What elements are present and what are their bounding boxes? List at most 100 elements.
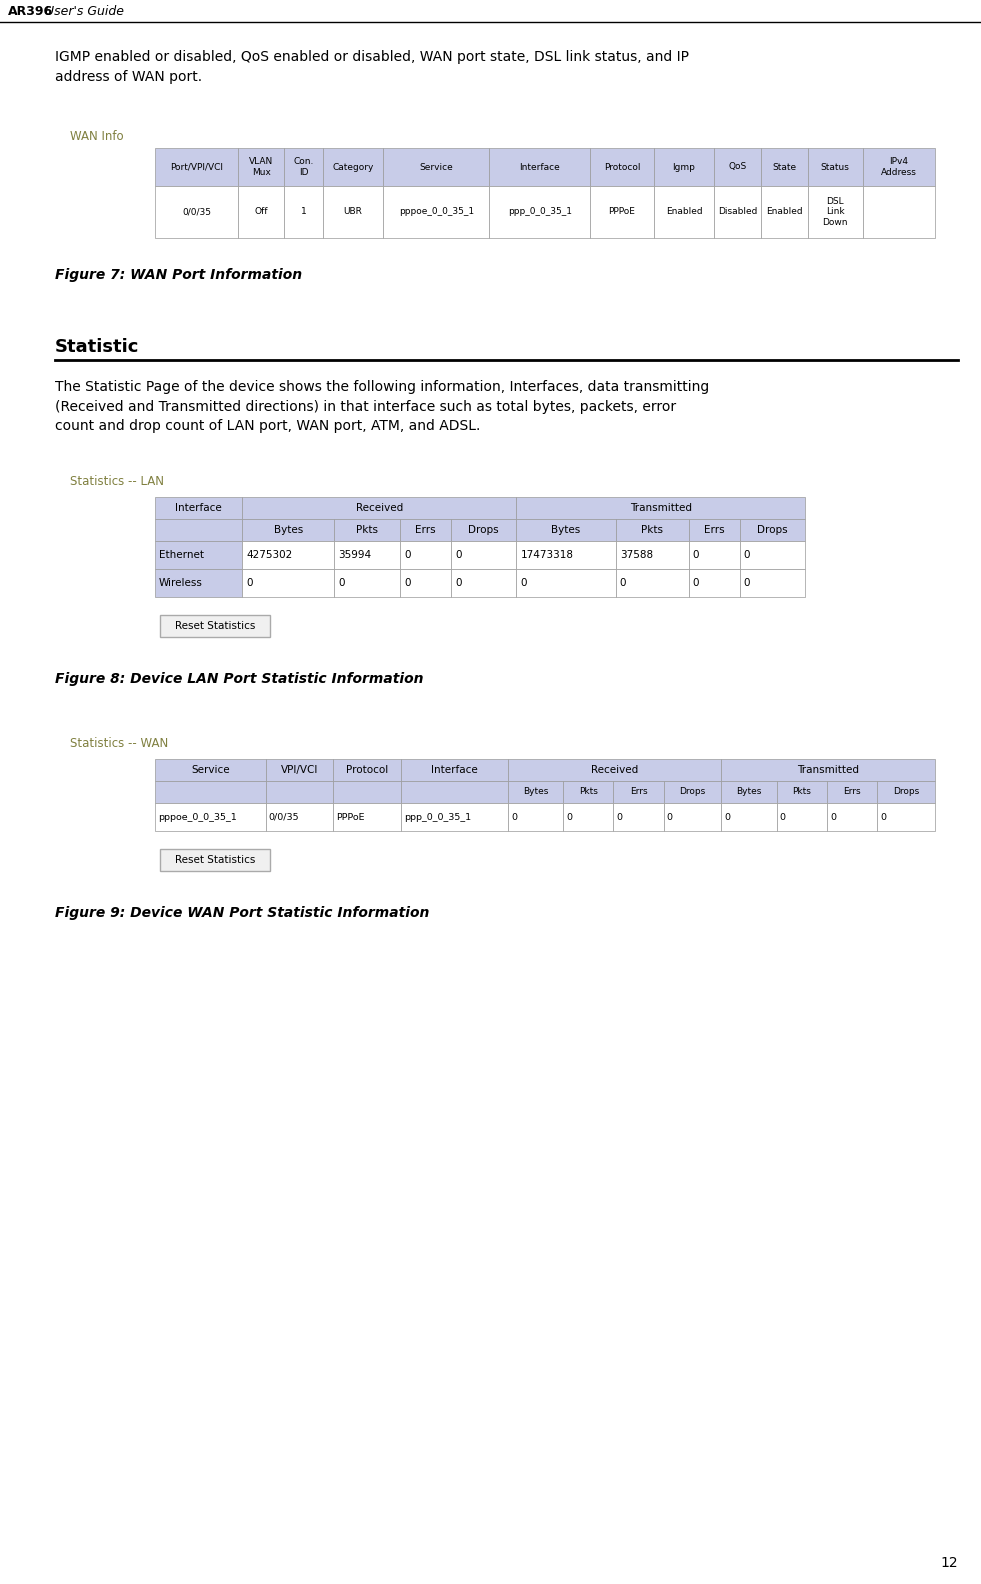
Text: User's Guide: User's Guide	[41, 5, 124, 17]
Bar	[155, 759, 266, 781]
Text: 0: 0	[667, 813, 673, 822]
Bar	[400, 520, 451, 542]
Text: Service: Service	[191, 765, 230, 775]
Bar	[155, 781, 266, 803]
Bar	[490, 147, 591, 185]
Text: Errs: Errs	[844, 787, 861, 797]
Text: 37588: 37588	[620, 550, 653, 561]
Bar	[237, 185, 284, 238]
Bar	[516, 520, 616, 542]
Text: Enabled: Enabled	[666, 208, 702, 217]
Bar	[863, 147, 935, 185]
Bar	[508, 803, 563, 832]
Bar	[334, 781, 401, 803]
Bar	[266, 803, 334, 832]
Bar	[335, 542, 400, 569]
Text: Drops: Drops	[757, 524, 788, 535]
Text: 12: 12	[941, 1555, 958, 1570]
Text: 0: 0	[520, 578, 527, 588]
Text: Service: Service	[419, 163, 453, 171]
Text: Igmp: Igmp	[673, 163, 696, 171]
Bar	[335, 520, 400, 542]
Text: pppoe_0_0_35_1: pppoe_0_0_35_1	[158, 813, 236, 822]
Bar	[242, 569, 335, 597]
Text: WAN Info: WAN Info	[70, 130, 124, 143]
Bar	[490, 185, 591, 238]
Bar	[237, 147, 284, 185]
Bar	[334, 803, 401, 832]
Bar	[384, 147, 490, 185]
Text: Received: Received	[356, 504, 403, 513]
Bar	[613, 781, 664, 803]
Text: 0: 0	[566, 813, 572, 822]
Bar	[155, 147, 237, 185]
Bar	[451, 542, 516, 569]
Text: Pkts: Pkts	[356, 524, 379, 535]
Text: PPPoE: PPPoE	[608, 208, 636, 217]
Text: 0: 0	[616, 813, 623, 822]
Bar	[591, 185, 653, 238]
Text: 0: 0	[693, 578, 699, 588]
Text: Off: Off	[254, 208, 268, 217]
Text: Pkts: Pkts	[579, 787, 597, 797]
Bar	[266, 759, 334, 781]
Text: 0: 0	[693, 550, 699, 561]
Text: AR396: AR396	[8, 5, 53, 17]
Bar	[761, 185, 807, 238]
Bar	[664, 803, 721, 832]
Bar	[155, 185, 237, 238]
Bar	[689, 542, 740, 569]
Text: 0: 0	[511, 813, 517, 822]
Text: Port/VPI/VCI: Port/VPI/VCI	[170, 163, 223, 171]
Text: The Statistic Page of the device shows the following information, Interfaces, da: The Statistic Page of the device shows t…	[55, 380, 709, 432]
Text: 0/0/35: 0/0/35	[269, 813, 299, 822]
Bar	[689, 520, 740, 542]
Text: 0: 0	[246, 578, 253, 588]
Bar	[877, 781, 935, 803]
Bar	[242, 497, 516, 520]
Text: Drops: Drops	[893, 787, 919, 797]
Text: State: State	[772, 163, 797, 171]
Text: Figure 8: Device LAN Port Statistic Information: Figure 8: Device LAN Port Statistic Info…	[55, 672, 424, 686]
Text: IPv4
Address: IPv4 Address	[881, 157, 917, 177]
Text: Interface: Interface	[519, 163, 560, 171]
Bar	[401, 781, 508, 803]
Text: 0: 0	[404, 578, 410, 588]
Text: 0: 0	[880, 813, 886, 822]
Bar	[334, 759, 401, 781]
Bar	[160, 615, 270, 637]
Bar	[616, 542, 689, 569]
Bar	[616, 520, 689, 542]
Text: 0: 0	[404, 550, 410, 561]
Text: Bytes: Bytes	[523, 787, 548, 797]
Bar	[155, 542, 242, 569]
Text: Errs: Errs	[703, 524, 724, 535]
Text: Enabled: Enabled	[766, 208, 802, 217]
Bar	[508, 781, 563, 803]
Text: Received: Received	[592, 765, 639, 775]
Bar	[384, 185, 490, 238]
Text: 17473318: 17473318	[520, 550, 573, 561]
Text: VPI/VCI: VPI/VCI	[281, 765, 318, 775]
Bar	[563, 803, 613, 832]
Bar	[242, 542, 335, 569]
Text: Interface: Interface	[432, 765, 478, 775]
Bar	[616, 569, 689, 597]
Bar	[266, 781, 334, 803]
Bar	[516, 569, 616, 597]
Text: VLAN
Mux: VLAN Mux	[249, 157, 274, 177]
Bar	[827, 781, 877, 803]
Text: UBR: UBR	[343, 208, 362, 217]
Text: Reset Statistics: Reset Statistics	[175, 621, 255, 630]
Text: Pkts: Pkts	[793, 787, 811, 797]
Bar	[827, 803, 877, 832]
Bar	[160, 849, 270, 871]
Bar	[740, 569, 805, 597]
Bar	[155, 569, 242, 597]
Bar	[563, 781, 613, 803]
Text: 0: 0	[780, 813, 786, 822]
Bar	[714, 147, 761, 185]
Bar	[740, 542, 805, 569]
Text: 0/0/35: 0/0/35	[181, 208, 211, 217]
Text: pppoe_0_0_35_1: pppoe_0_0_35_1	[398, 208, 474, 217]
